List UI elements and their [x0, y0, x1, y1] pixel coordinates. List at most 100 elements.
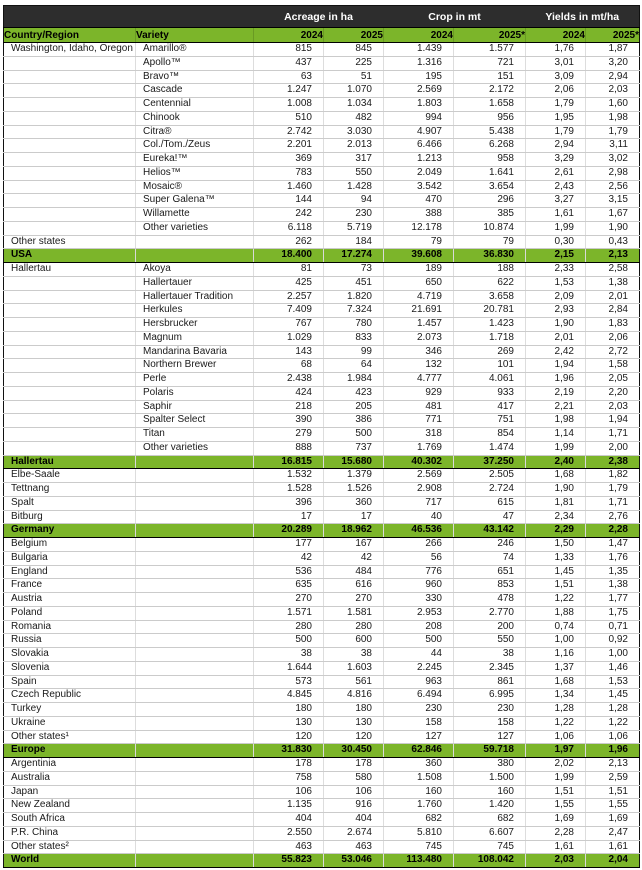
variety-cell: Bravo™ [135, 70, 254, 85]
value-cell: 1,22 [525, 716, 586, 731]
value-cell: 62.846 [383, 743, 454, 758]
variety-cell: Apollo™ [135, 56, 254, 71]
value-cell: 888 [253, 441, 324, 456]
value-cell: 2,72 [585, 345, 640, 360]
value-cell: 1,61 [525, 207, 586, 222]
value-cell: 144 [253, 193, 324, 208]
value-cell: 2.172 [453, 83, 526, 98]
value-cell: 1.029 [253, 331, 324, 346]
value-cell: 56 [383, 551, 454, 566]
table-row: Czech Republic 4.845 4.816 6.494 6.995 1,34 1,… [3, 688, 640, 703]
region-cell: Ukraine [3, 716, 136, 731]
value-cell: 1.423 [453, 317, 526, 332]
region-cell [3, 276, 136, 291]
region-cell [3, 193, 136, 208]
region-cell: Hallertau [3, 454, 136, 470]
table-row: Col./Tom./Zeus 2.201 2.013 6.466 6.268 2,94 3,… [3, 138, 640, 153]
value-cell: 3,20 [585, 56, 640, 71]
value-cell: 1,88 [525, 606, 586, 621]
region-cell: Washington, Idaho, Oregon [3, 42, 136, 57]
variety-cell: Perle [135, 372, 254, 387]
value-cell: 108.042 [453, 853, 526, 868]
value-cell: 1,75 [585, 606, 640, 621]
variety-cell: Northern Brewer [135, 358, 254, 373]
value-cell: 242 [253, 207, 324, 222]
group-header-row: Acreage in ha Crop in mt Yields in mt/ha [3, 5, 640, 28]
variety-cell: Herkules [135, 303, 254, 318]
variety-cell: Centennial [135, 97, 254, 112]
variety-cell [135, 510, 254, 525]
variety-cell: Helios™ [135, 166, 254, 181]
value-cell: 360 [383, 757, 454, 772]
value-cell: 1.247 [253, 83, 324, 98]
variety-cell [135, 647, 254, 662]
value-cell: 3,01 [525, 56, 586, 71]
value-cell: 369 [253, 152, 324, 167]
value-cell: 38 [253, 647, 324, 662]
value-cell: 1,90 [585, 221, 640, 236]
variety-cell: Other varieties [135, 441, 254, 456]
value-cell: 2.569 [383, 468, 454, 483]
variety-cell [135, 496, 254, 511]
value-cell: 437 [253, 56, 324, 71]
value-cell: 280 [253, 620, 324, 635]
value-cell: 20.781 [453, 303, 526, 318]
table-row: Chinook 510 482 994 956 1,95 1,98 [3, 111, 640, 126]
value-cell: 478 [453, 592, 526, 607]
table-row: Other states¹ 120 120 127 127 1,06 1,06 [3, 730, 640, 745]
value-cell: 758 [253, 771, 324, 786]
col-header-crop-2025: 2025* [453, 27, 526, 43]
region-cell [3, 97, 136, 112]
region-cell: Romania [3, 620, 136, 635]
variety-cell [135, 620, 254, 635]
value-cell: 388 [383, 207, 454, 222]
value-cell: 380 [453, 757, 526, 772]
variety-cell: Eureka!™ [135, 152, 254, 167]
value-cell: 68 [253, 358, 324, 373]
value-cell: 280 [323, 620, 384, 635]
variety-cell [135, 675, 254, 690]
value-cell: 1.457 [383, 317, 454, 332]
value-cell: 622 [453, 276, 526, 291]
group-header-yields: Yields in mt/ha [525, 5, 640, 28]
value-cell: 0,71 [585, 620, 640, 635]
region-cell: Tettnang [3, 482, 136, 497]
value-cell: 1.508 [383, 771, 454, 786]
value-cell: 396 [253, 496, 324, 511]
value-cell: 386 [323, 413, 384, 428]
value-cell: 2,40 [525, 454, 586, 470]
table-row: Other varieties 6.118 5.719 12.178 10.874 1,9… [3, 221, 640, 236]
value-cell: 484 [323, 565, 384, 580]
region-cell [3, 56, 136, 71]
value-cell: 51 [323, 70, 384, 85]
value-cell: 424 [253, 386, 324, 401]
value-cell: 53.046 [323, 853, 384, 868]
variety-cell: Super Galena™ [135, 193, 254, 208]
region-cell [3, 386, 136, 401]
value-cell: 1,38 [585, 578, 640, 593]
value-cell: 1,79 [585, 125, 640, 140]
value-cell: 635 [253, 578, 324, 593]
value-cell: 40 [383, 510, 454, 525]
variety-cell [135, 757, 254, 772]
table-row: South Africa 404 404 682 682 1,69 1,69 [3, 812, 640, 827]
value-cell: 2,34 [525, 510, 586, 525]
variety-cell [135, 730, 254, 745]
value-cell: 2,84 [585, 303, 640, 318]
value-cell: 101 [453, 358, 526, 373]
value-cell: 1,77 [585, 592, 640, 607]
value-cell: 1.316 [383, 56, 454, 71]
value-cell: 916 [323, 798, 384, 813]
value-cell: 1.526 [323, 482, 384, 497]
total-row: Europe 31.830 30.450 62.846 59.718 1,97 1,96 [3, 743, 640, 758]
value-cell: 2,33 [525, 262, 586, 277]
table-row: France 635 616 960 853 1,51 1,38 [3, 578, 640, 593]
table-row: P.R. China 2.550 2.674 5.810 6.607 2,28 2,47 [3, 826, 640, 841]
value-cell: 40.302 [383, 454, 454, 470]
variety-cell: Mosaic® [135, 180, 254, 195]
region-cell: Austria [3, 592, 136, 607]
value-cell: 1.213 [383, 152, 454, 167]
value-cell: 1,06 [585, 730, 640, 745]
value-cell: 1,67 [585, 207, 640, 222]
value-cell: 38 [453, 647, 526, 662]
